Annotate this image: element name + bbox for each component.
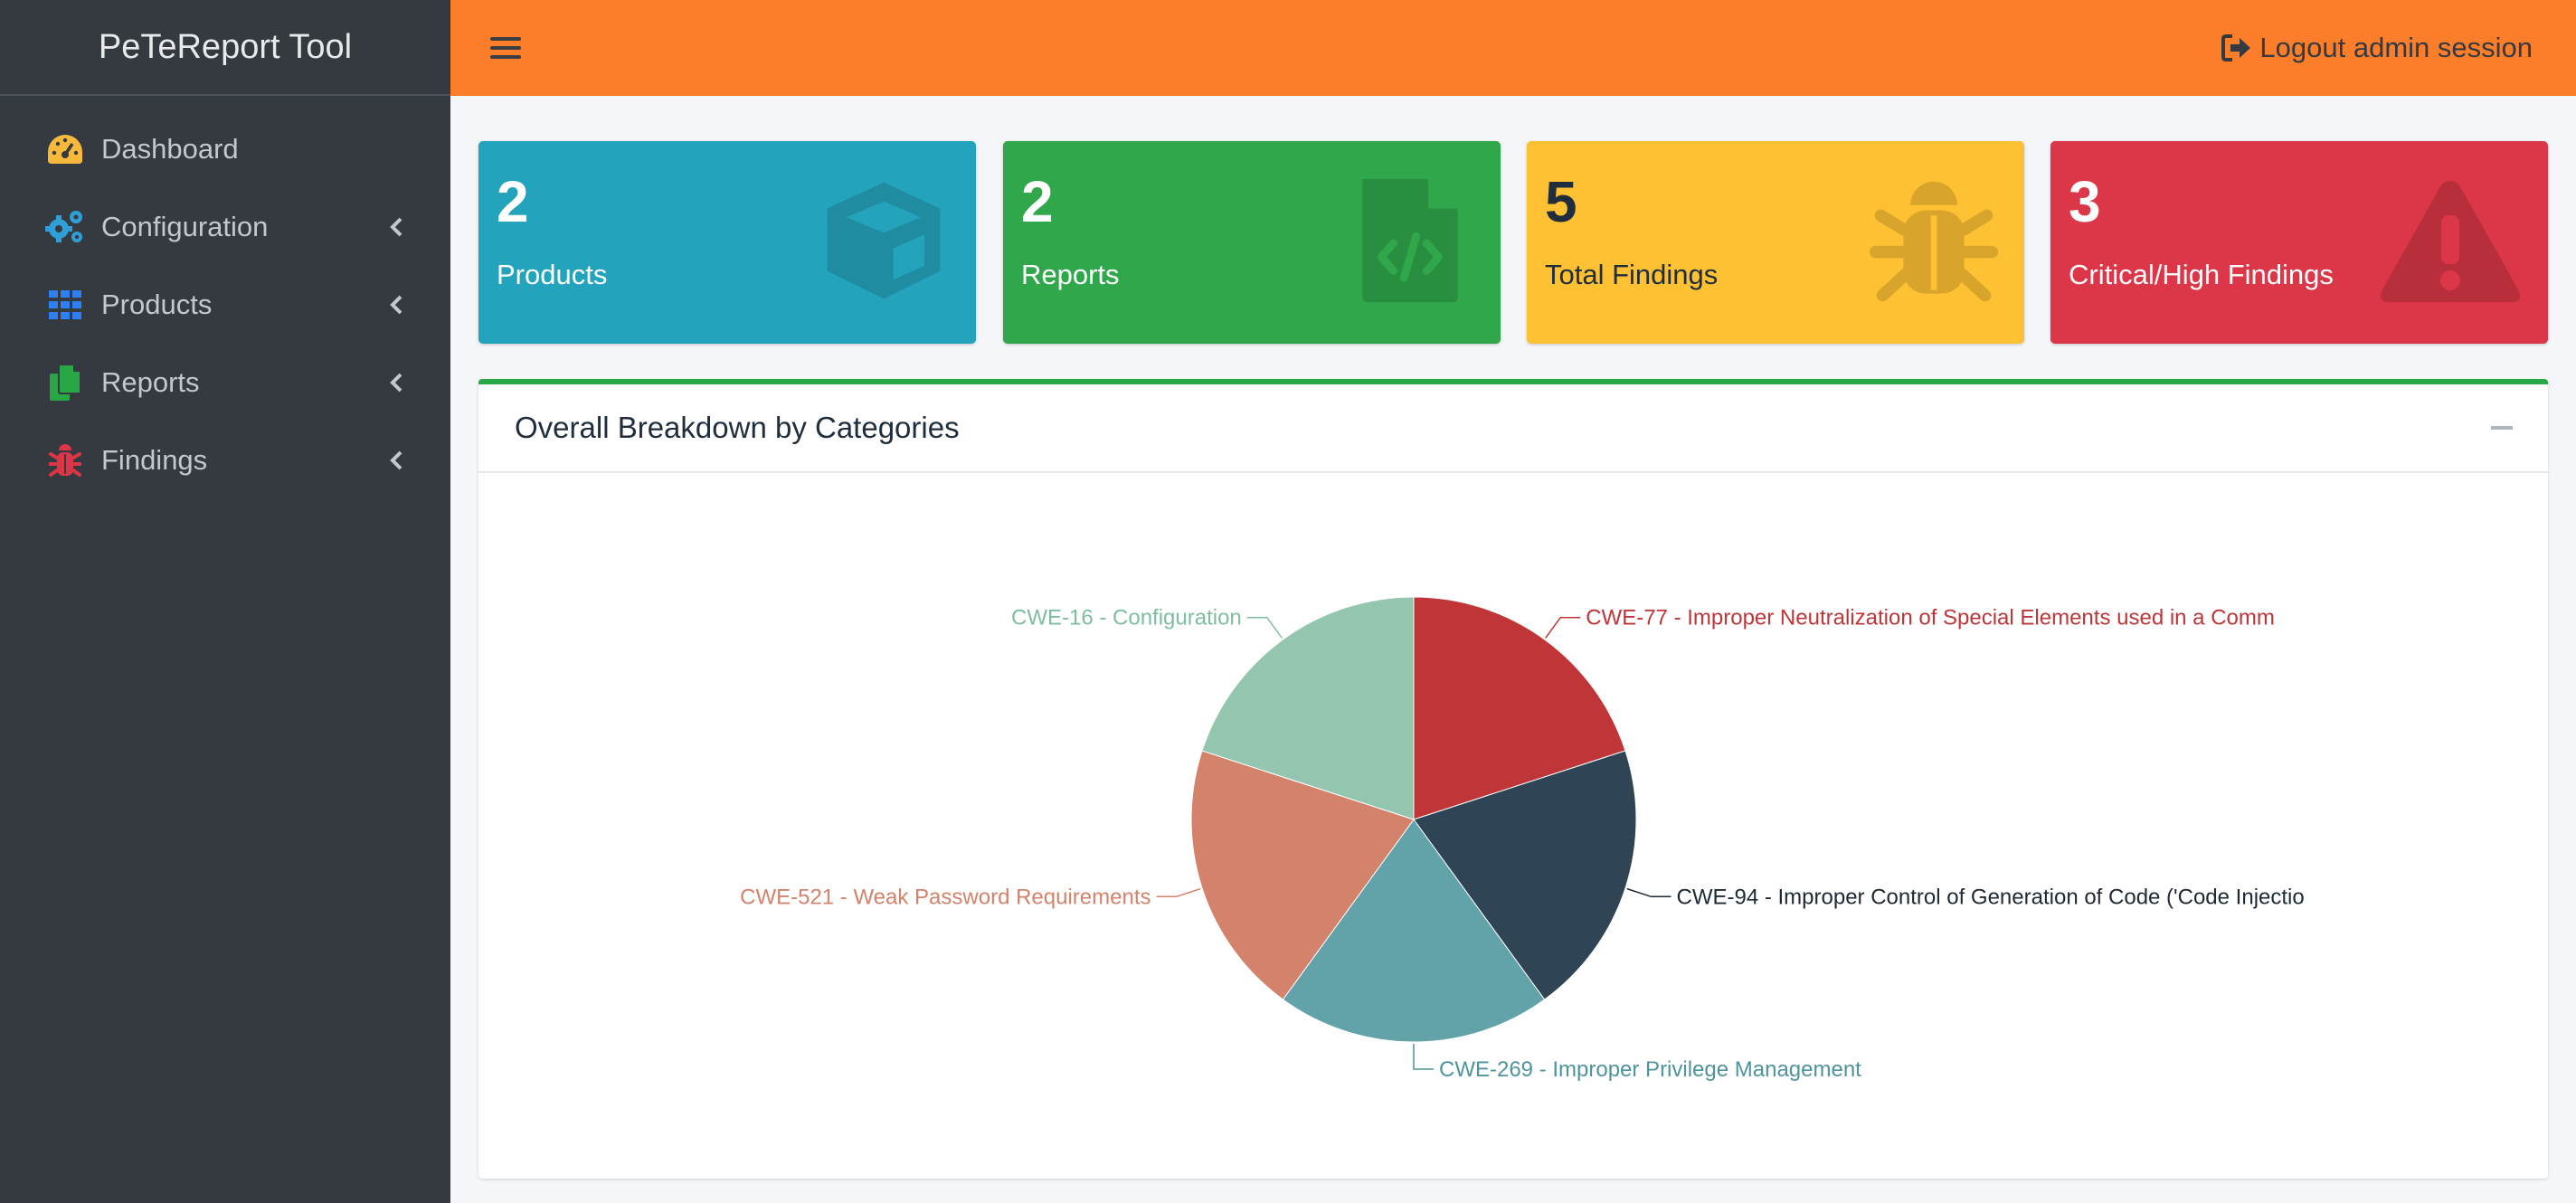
- info-box-label: Critical/High Findings: [2069, 259, 2334, 290]
- chart-container: CWE-77 - Improper Neutralization of Spec…: [478, 473, 2548, 1179]
- pie-label-cwe-269: CWE-269 - Improper Privilege Management: [1439, 1057, 1861, 1082]
- file-code-icon: [1362, 178, 1458, 303]
- sidebar-item-label: Findings: [101, 444, 208, 476]
- chevron-left-icon: [385, 450, 407, 471]
- pie-leader-line: [1545, 616, 1581, 639]
- brand-title[interactable]: PeTeReport Tool: [0, 0, 450, 96]
- copy-files-icon: [45, 363, 85, 403]
- pie-leader-line: [1246, 616, 1283, 639]
- bug-icon: [1869, 181, 1999, 302]
- sidebar-item-findings[interactable]: Findings: [0, 422, 450, 499]
- pie-chart: CWE-77 - Improper Neutralization of Spec…: [740, 596, 2305, 1082]
- info-box-label: Total Findings: [1545, 259, 1719, 290]
- pie-leader-line: [1413, 1044, 1434, 1070]
- info-box-critical-high-findings[interactable]: 3 Critical/High Findings: [2050, 141, 2548, 344]
- pie-label-cwe-521: CWE-521 - Weak Password Requirements: [740, 885, 1151, 909]
- chevron-left-icon: [385, 216, 407, 238]
- pie-slice-cwe-16[interactable]: [1201, 596, 1415, 820]
- pie-leader-line: [1626, 887, 1672, 898]
- card-title: Overall Breakdown by Categories: [515, 411, 960, 444]
- sidebar-item-dashboard[interactable]: Dashboard: [0, 110, 450, 188]
- info-box-label: Reports: [1021, 259, 1120, 290]
- info-box-value: 3: [2069, 169, 2101, 234]
- pie-label-cwe-94: CWE-94 - Improper Control of Generation …: [1676, 885, 2304, 909]
- top-navbar: Logout admin session: [450, 0, 2576, 96]
- cogs-icon: [45, 207, 85, 247]
- card-header: Overall Breakdown by Categories: [478, 384, 2548, 473]
- sidebar-item-configuration[interactable]: Configuration: [0, 188, 450, 266]
- info-box-value: 2: [1021, 169, 1054, 234]
- info-box-reports[interactable]: 2 Reports: [1003, 141, 1501, 344]
- sidebar-item-products[interactable]: Products: [0, 266, 450, 344]
- pie-slice-cwe-77[interactable]: [1413, 596, 1626, 820]
- sidebar: PeTeReport Tool Dashboard Configuration …: [0, 0, 450, 1203]
- tachometer-icon: [45, 129, 85, 169]
- sidebar-nav: Dashboard Configuration Products Reports: [0, 96, 450, 499]
- collapse-button[interactable]: [2488, 414, 2515, 441]
- sign-out-icon: [2221, 34, 2251, 62]
- sidebar-item-label: Products: [101, 289, 213, 320]
- menu-toggle-icon[interactable]: [490, 34, 521, 62]
- breakdown-card: Overall Breakdown by Categories CWE-77 -…: [478, 379, 2548, 1179]
- th-grid-icon: [45, 285, 85, 325]
- info-box-value: 5: [1545, 169, 1577, 234]
- chevron-left-icon: [385, 372, 407, 393]
- info-box-total-findings[interactable]: 5 Total Findings: [1527, 141, 2024, 344]
- info-box-products[interactable]: 2 Products: [478, 141, 976, 344]
- info-box-label: Products: [497, 259, 608, 290]
- info-box-value: 2: [497, 169, 529, 234]
- minus-icon: [2491, 426, 2513, 430]
- pie-slice-cwe-269[interactable]: [1282, 819, 1546, 1043]
- bug-icon: [45, 440, 85, 480]
- cube-icon: [827, 182, 941, 299]
- sidebar-item-label: Configuration: [101, 211, 269, 242]
- sidebar-item-label: Reports: [101, 366, 200, 398]
- chevron-left-icon: [385, 294, 407, 316]
- logout-button[interactable]: Logout admin session: [2221, 32, 2533, 64]
- logout-label: Logout admin session: [2259, 32, 2533, 63]
- warning-triangle-icon: [2381, 181, 2520, 302]
- sidebar-item-label: Dashboard: [101, 133, 239, 165]
- sidebar-item-reports[interactable]: Reports: [0, 344, 450, 422]
- pie-label-cwe-77: CWE-77 - Improper Neutralization of Spec…: [1586, 606, 2275, 630]
- pie-leader-line: [1156, 887, 1201, 898]
- pie-label-cwe-16: CWE-16 - Configuration: [1011, 606, 1242, 630]
- pie-slice-cwe-521[interactable]: [1190, 750, 1415, 1000]
- pie-slice-cwe-94[interactable]: [1413, 750, 1637, 1000]
